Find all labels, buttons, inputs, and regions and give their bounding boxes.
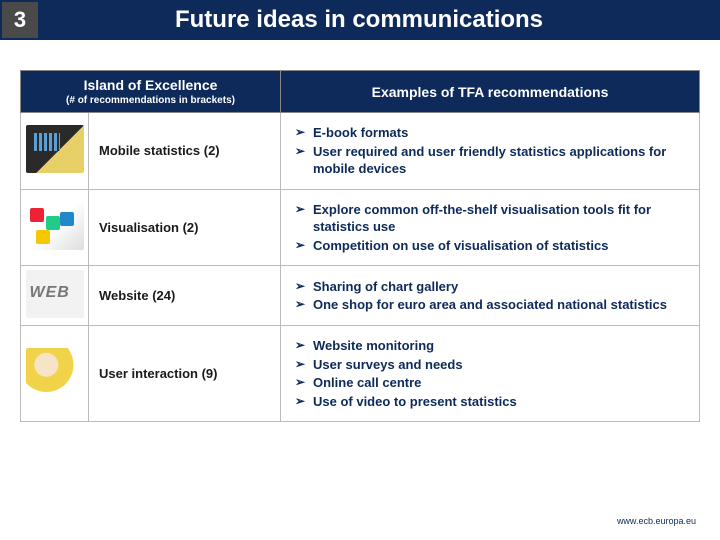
row-icon-cell	[21, 189, 89, 266]
row-recs: Explore common off-the-shelf visualisati…	[281, 189, 700, 266]
list-item: Use of video to present statistics	[295, 393, 689, 411]
visualisation-icon	[26, 202, 84, 250]
slide-number: 3	[2, 2, 38, 38]
row-recs: E-book formats User required and user fr…	[281, 113, 700, 190]
table-row: User interaction (9) Website monitoring …	[21, 326, 700, 422]
table-row: Website (24) Sharing of chart gallery On…	[21, 266, 700, 326]
list-item: Explore common off-the-shelf visualisati…	[295, 201, 689, 236]
footer-url: www.ecb.europa.eu	[617, 516, 696, 526]
list-item: User surveys and needs	[295, 356, 689, 374]
col-header-island: Island of Excellence (# of recommendatio…	[21, 71, 281, 113]
row-label: Visualisation (2)	[89, 189, 281, 266]
list-item: One shop for euro area and associated na…	[295, 296, 689, 314]
slide-title: Future ideas in communications	[38, 6, 720, 34]
row-icon-cell	[21, 266, 89, 326]
col-header-examples: Examples of TFA recommendations	[281, 71, 700, 113]
col-header-island-text: Island of Excellence	[84, 77, 218, 93]
list-item: Website monitoring	[295, 337, 689, 355]
row-label: User interaction (9)	[89, 326, 281, 422]
row-label: Mobile statistics (2)	[89, 113, 281, 190]
table-row: Mobile statistics (2) E-book formats Use…	[21, 113, 700, 190]
row-recs: Sharing of chart gallery One shop for eu…	[281, 266, 700, 326]
list-item: Online call centre	[295, 374, 689, 392]
user-interaction-icon	[26, 348, 84, 396]
mobile-stats-icon	[26, 125, 84, 173]
list-item: User required and user friendly statisti…	[295, 143, 689, 178]
list-item: Sharing of chart gallery	[295, 278, 689, 296]
recommendations-table: Island of Excellence (# of recommendatio…	[20, 70, 700, 422]
table-row: Visualisation (2) Explore common off-the…	[21, 189, 700, 266]
row-icon-cell	[21, 113, 89, 190]
title-bar: 3 Future ideas in communications	[0, 0, 720, 40]
row-recs: Website monitoring User surveys and need…	[281, 326, 700, 422]
list-item: E-book formats	[295, 124, 689, 142]
list-item: Competition on use of visualisation of s…	[295, 237, 689, 255]
web-icon	[26, 270, 84, 318]
content-area: Island of Excellence (# of recommendatio…	[0, 40, 720, 432]
col-header-island-note: (# of recommendations in brackets)	[29, 95, 272, 106]
row-icon-cell	[21, 326, 89, 422]
row-label: Website (24)	[89, 266, 281, 326]
